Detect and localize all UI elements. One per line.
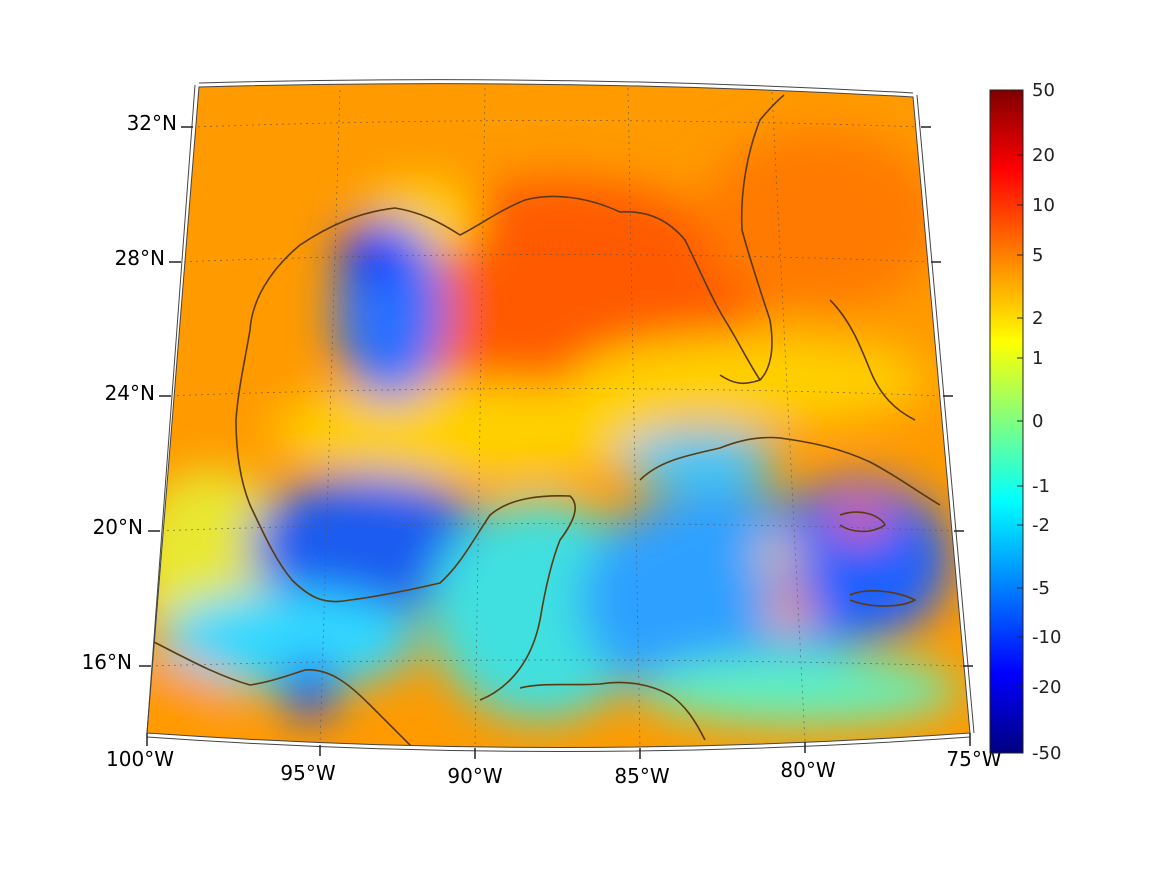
colorbar-label: -5 (1032, 578, 1050, 599)
latitude-labels: 32°N 28°N 24°N 20°N 16°N (82, 111, 177, 674)
colorbar-label: 50 (1032, 80, 1055, 101)
colorbar-label: -2 (1032, 515, 1050, 536)
lat-label-20n: 20°N (93, 515, 143, 539)
colorbar-label: -10 (1032, 627, 1061, 648)
map-frame (139, 79, 975, 759)
colorbar-label: 10 (1032, 195, 1055, 216)
colorbar-label: -1 (1032, 476, 1050, 497)
lat-label-32n: 32°N (127, 111, 177, 135)
graticule (149, 87, 964, 748)
lon-label-80w: 80°W (780, 758, 835, 782)
colorbar-label: 0 (1032, 411, 1043, 432)
lon-label-100w: 100°W (106, 747, 174, 771)
colorbar-ticks (1017, 154, 1023, 688)
lon-label-90w: 90°W (447, 764, 502, 788)
lat-label-16n: 16°N (82, 650, 132, 674)
colorbar-label: -50 (1032, 743, 1061, 764)
lat-label-28n: 28°N (115, 246, 165, 270)
colorbar-label: 2 (1032, 308, 1043, 329)
lon-label-85w: 85°W (614, 764, 669, 788)
colorbar-label: -20 (1032, 677, 1061, 698)
data-field (147, 83, 970, 748)
longitude-labels: 100°W 95°W 90°W 85°W 80°W 75°W (106, 747, 1002, 788)
colorbar-label: 20 (1032, 145, 1055, 166)
coastline (149, 94, 941, 748)
lon-label-95w: 95°W (280, 761, 335, 785)
colorbar-label: 1 (1032, 348, 1043, 369)
colorbar-label: 5 (1032, 245, 1043, 266)
lat-label-24n: 24°N (105, 381, 155, 405)
colorbar: 50 20 10 5 2 1 0 -1 -2 -5 -10 -20 -50 (989, 80, 1061, 764)
